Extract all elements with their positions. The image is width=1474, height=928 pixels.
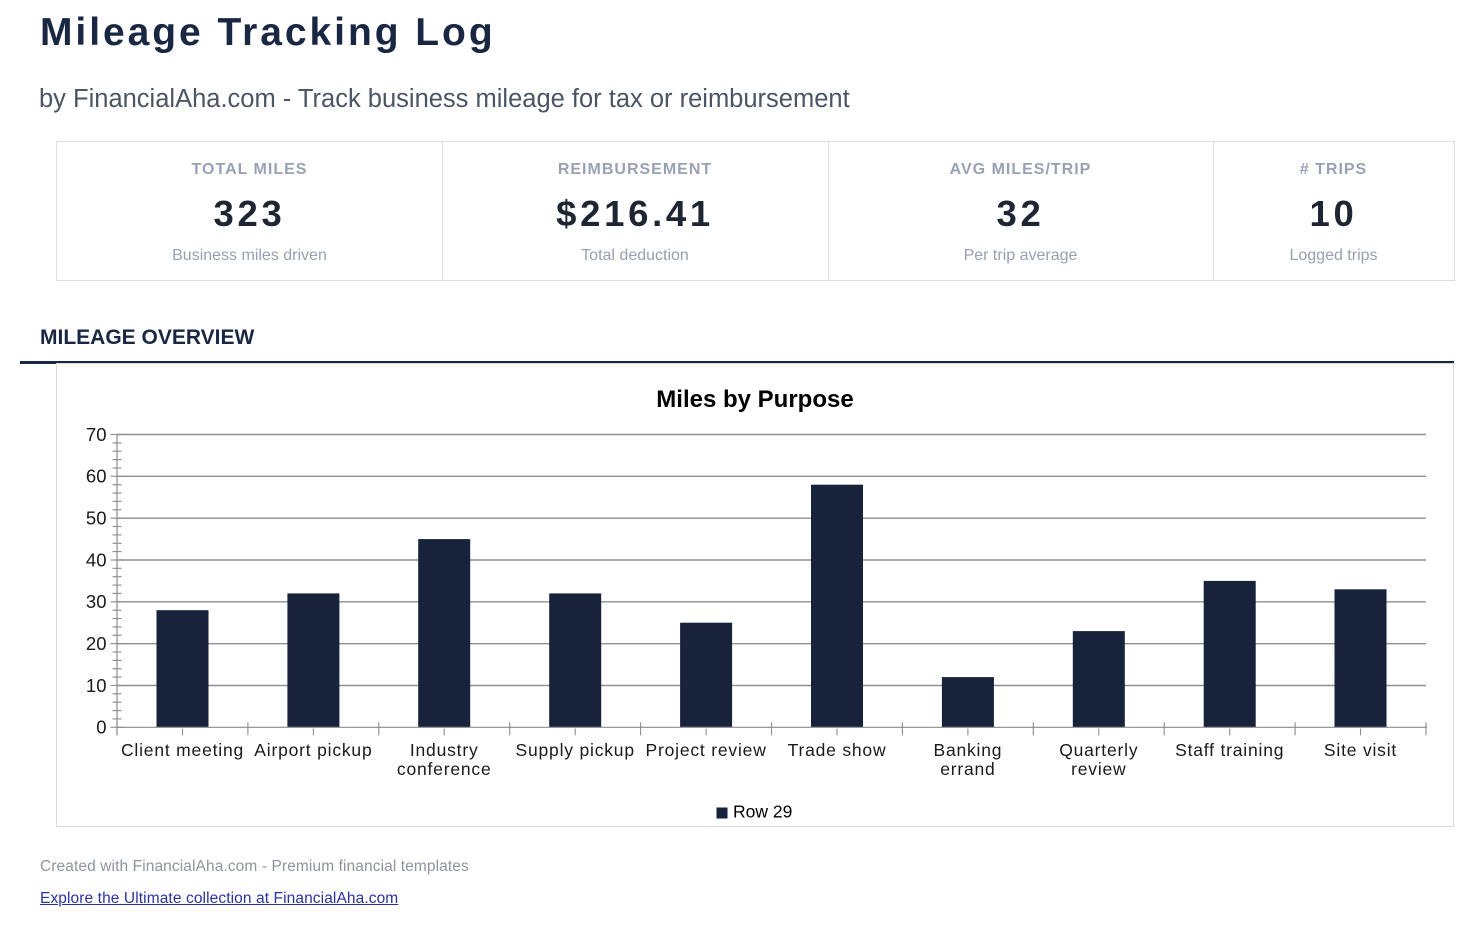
svg-text:review: review — [1071, 759, 1126, 779]
svg-text:60: 60 — [86, 466, 107, 487]
svg-text:Site visit: Site visit — [1324, 740, 1397, 760]
svg-text:Supply pickup: Supply pickup — [516, 740, 635, 760]
svg-text:20: 20 — [86, 633, 107, 654]
svg-text:50: 50 — [86, 508, 107, 529]
svg-text:40: 40 — [86, 549, 107, 570]
svg-text:10: 10 — [86, 675, 107, 696]
svg-text:Banking: Banking — [933, 740, 1002, 760]
svg-text:errand: errand — [940, 759, 995, 779]
svg-text:Trade show: Trade show — [788, 740, 887, 760]
svg-text:conference: conference — [397, 759, 492, 779]
svg-text:70: 70 — [86, 424, 107, 445]
svg-text:Client meeting: Client meeting — [121, 740, 244, 760]
svg-text:Staff training: Staff training — [1175, 740, 1284, 760]
svg-text:30: 30 — [86, 591, 107, 612]
svg-text:Project review: Project review — [646, 740, 767, 760]
svg-text:Industry: Industry — [410, 740, 479, 760]
svg-text:Miles by Purpose: Miles by Purpose — [656, 386, 853, 413]
svg-text:0: 0 — [96, 717, 106, 738]
svg-text:Row 29: Row 29 — [733, 802, 792, 822]
svg-text:Quarterly: Quarterly — [1059, 740, 1138, 760]
svg-text:Airport pickup: Airport pickup — [254, 740, 372, 760]
